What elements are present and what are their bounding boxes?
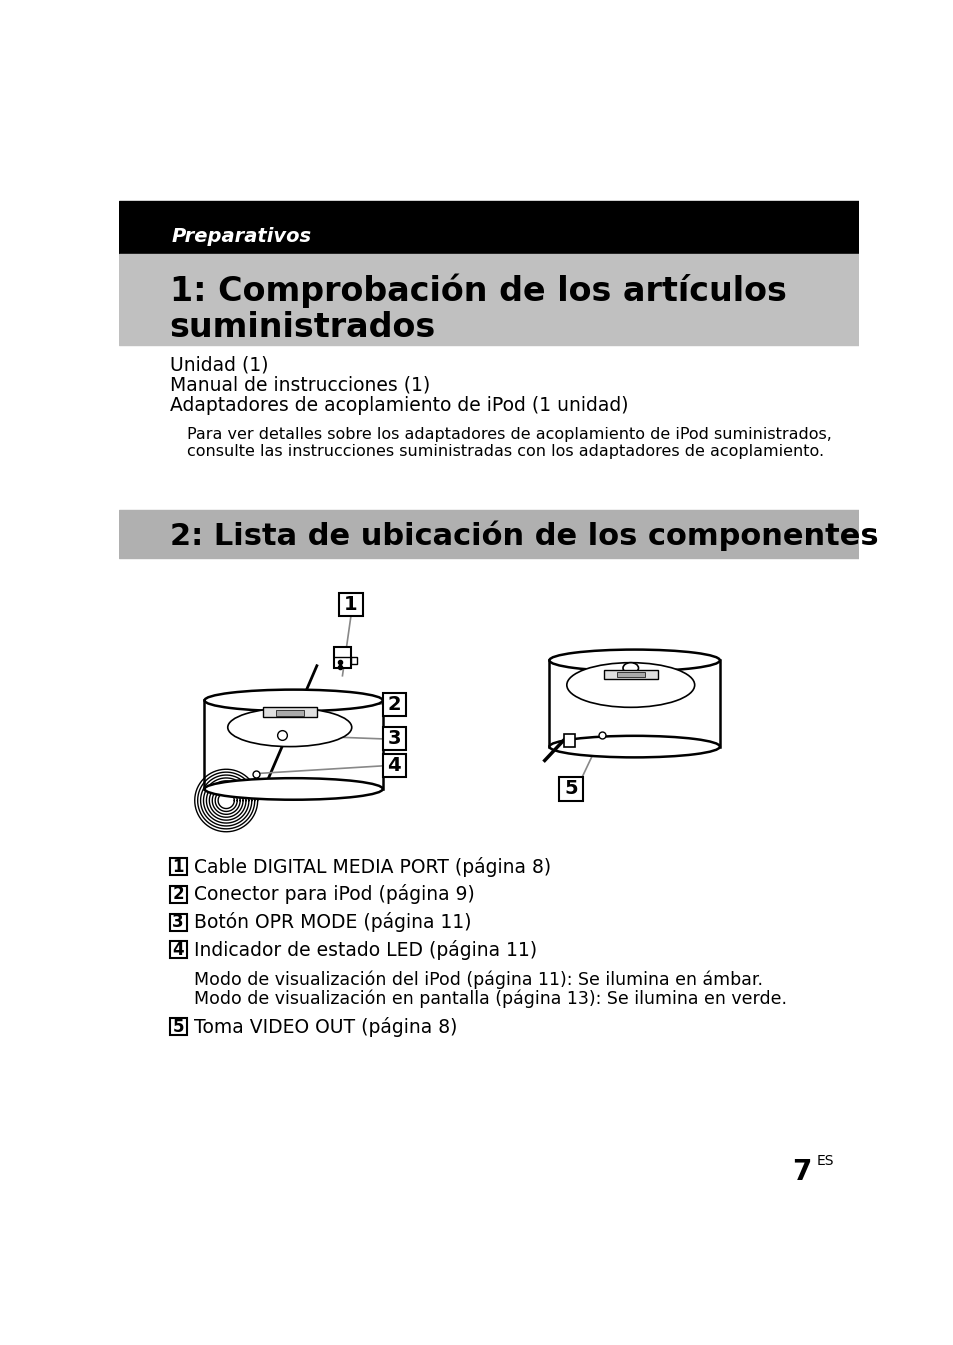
Text: ES: ES bbox=[816, 1154, 833, 1167]
Ellipse shape bbox=[204, 690, 382, 712]
Ellipse shape bbox=[549, 650, 720, 671]
Text: Adaptadores de acoplamiento de iPod (1 unidad): Adaptadores de acoplamiento de iPod (1 u… bbox=[170, 395, 627, 416]
Bar bbox=[262, 706, 316, 717]
Bar bbox=[170, 858, 187, 876]
Text: Toma VIDEO OUT (página 8): Toma VIDEO OUT (página 8) bbox=[194, 1017, 457, 1037]
Text: 7: 7 bbox=[791, 1158, 810, 1186]
Text: Manual de instrucciones (1): Manual de instrucciones (1) bbox=[170, 377, 430, 395]
Text: Modo de visualización en pantalla (página 13): Se ilumina en verde.: Modo de visualización en pantalla (págin… bbox=[194, 989, 786, 1007]
Text: 2: Lista de ubicación de los componentes: 2: Lista de ubicación de los componentes bbox=[170, 521, 878, 551]
Text: 1: Comprobación de los artículos: 1: Comprobación de los artículos bbox=[170, 273, 785, 308]
Text: Unidad (1): Unidad (1) bbox=[170, 356, 268, 375]
Text: 2: 2 bbox=[172, 885, 184, 904]
Bar bbox=[339, 593, 362, 616]
Text: Indicador de estado LED (página 11): Indicador de estado LED (página 11) bbox=[194, 940, 537, 960]
Bar bbox=[204, 701, 382, 790]
Bar bbox=[170, 886, 187, 902]
Text: Botón OPR MODE (página 11): Botón OPR MODE (página 11) bbox=[194, 912, 472, 932]
Ellipse shape bbox=[204, 779, 382, 800]
Bar bbox=[170, 913, 187, 931]
Text: 1: 1 bbox=[344, 594, 357, 613]
Bar bbox=[382, 728, 406, 751]
Bar bbox=[351, 656, 356, 664]
Bar bbox=[170, 1018, 187, 1036]
Bar bbox=[617, 672, 644, 678]
Ellipse shape bbox=[566, 663, 694, 707]
Bar bbox=[119, 202, 858, 254]
Bar bbox=[170, 941, 187, 959]
Ellipse shape bbox=[622, 663, 638, 674]
Text: 3: 3 bbox=[387, 729, 400, 748]
Text: consulte las instrucciones suministradas con los adaptadores de acoplamiento.: consulte las instrucciones suministradas… bbox=[187, 444, 823, 459]
Text: 5: 5 bbox=[172, 1018, 184, 1036]
Text: Cable DIGITAL MEDIA PORT (página 8): Cable DIGITAL MEDIA PORT (página 8) bbox=[194, 857, 551, 877]
Ellipse shape bbox=[228, 707, 352, 746]
Bar bbox=[119, 510, 858, 558]
Text: Para ver detalles sobre los adaptadores de acoplamiento de iPod suministrados,: Para ver detalles sobre los adaptadores … bbox=[187, 428, 831, 443]
Text: suministrados: suministrados bbox=[170, 311, 436, 344]
Text: 4: 4 bbox=[387, 756, 401, 775]
Bar bbox=[382, 693, 406, 716]
Bar bbox=[334, 647, 351, 668]
Ellipse shape bbox=[549, 736, 720, 757]
Bar bbox=[119, 254, 858, 344]
Bar bbox=[603, 670, 658, 679]
Text: 4: 4 bbox=[172, 941, 184, 959]
Text: Conector para iPod (página 9): Conector para iPod (página 9) bbox=[194, 885, 475, 904]
Text: Modo de visualización del iPod (página 11): Se ilumina en ámbar.: Modo de visualización del iPod (página 1… bbox=[194, 971, 762, 989]
Bar bbox=[382, 755, 406, 777]
Bar bbox=[549, 660, 720, 746]
Text: 5: 5 bbox=[563, 780, 578, 799]
Text: 3: 3 bbox=[172, 913, 184, 931]
Bar bbox=[275, 710, 303, 716]
Text: 2: 2 bbox=[387, 695, 401, 714]
Bar bbox=[563, 734, 575, 746]
Text: 1: 1 bbox=[172, 858, 184, 876]
Bar bbox=[558, 777, 582, 800]
Text: Preparativos: Preparativos bbox=[172, 227, 312, 246]
